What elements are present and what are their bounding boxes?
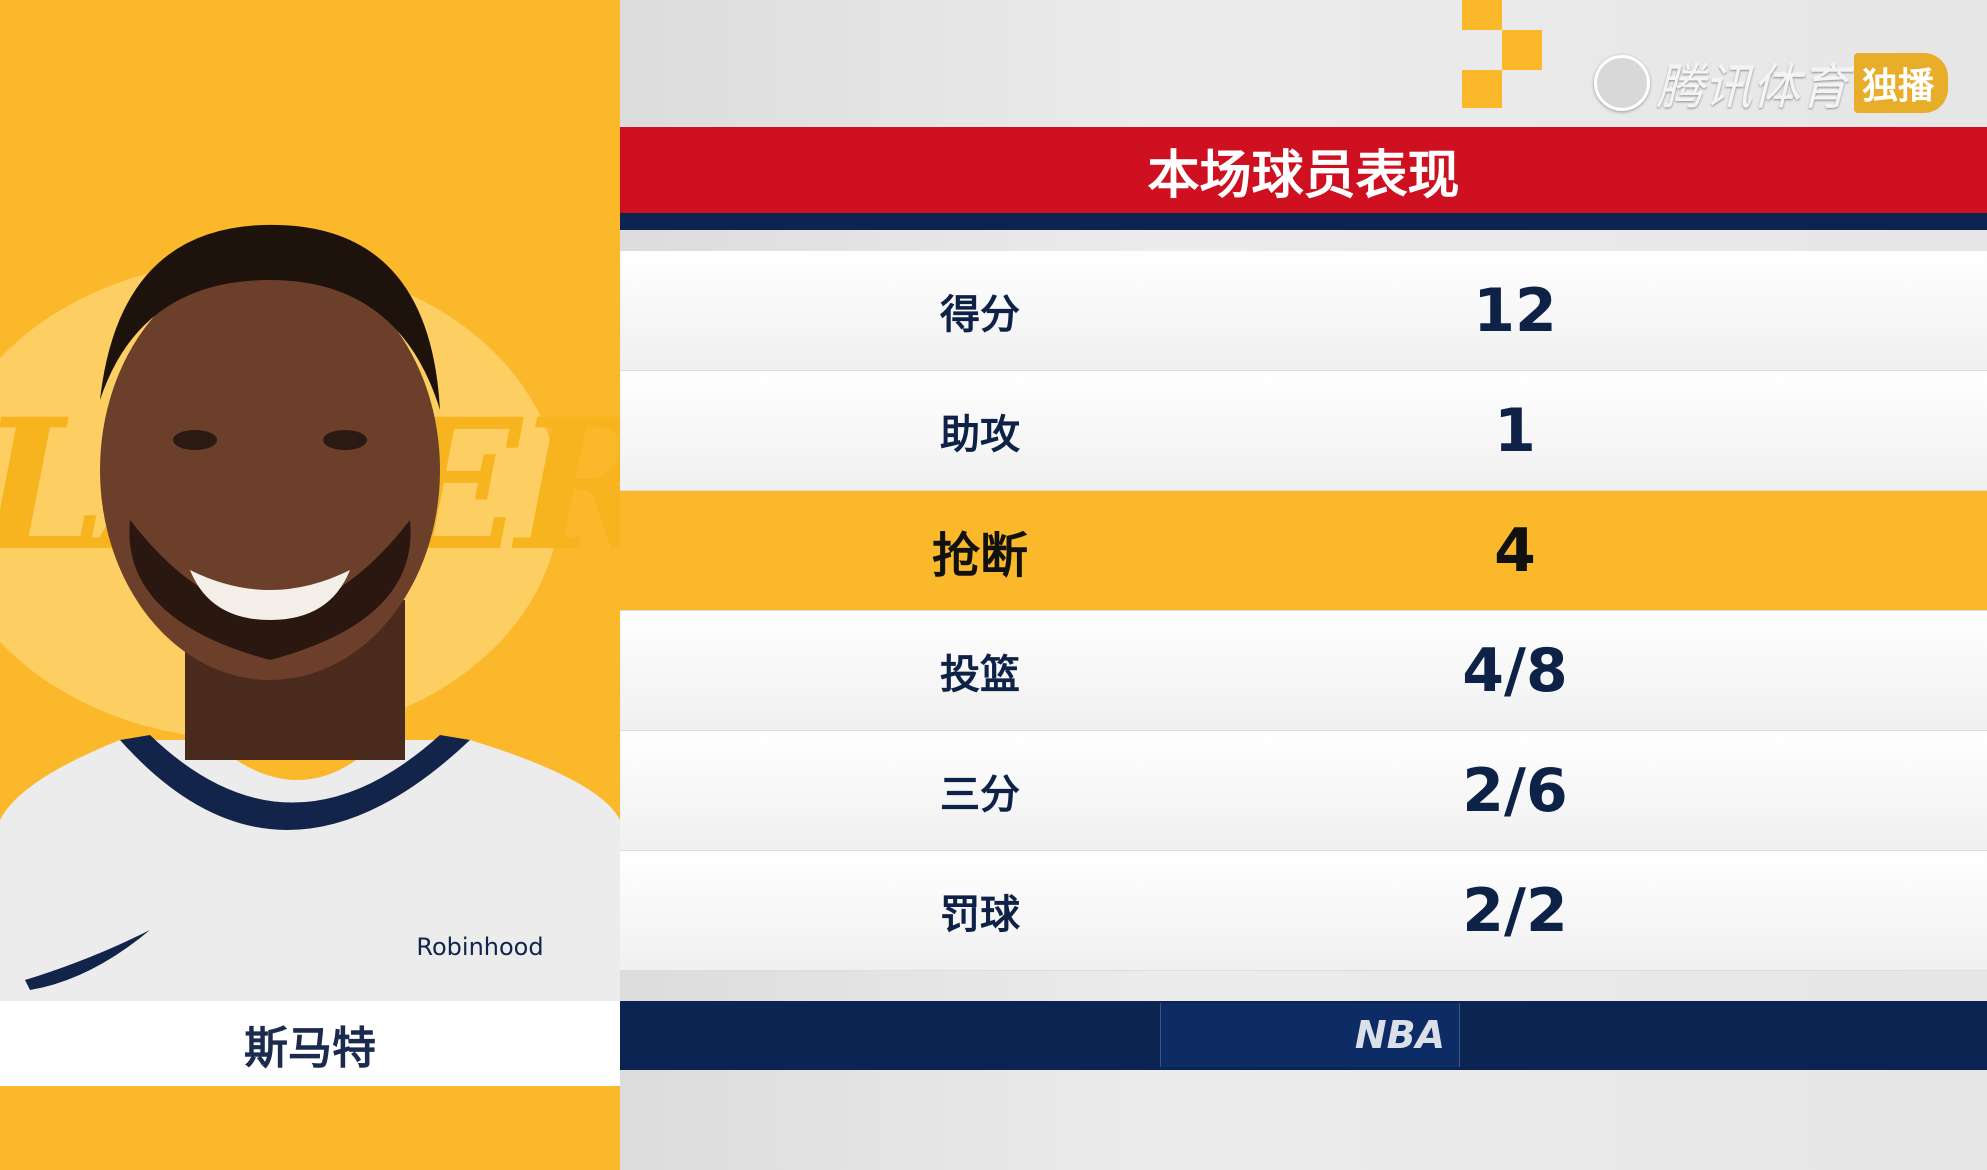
stat-value: 2/6	[1462, 755, 1568, 826]
stat-label: 投篮	[940, 651, 1020, 698]
header-stripe	[620, 213, 1987, 230]
footer-bar: NBA	[620, 1001, 1987, 1070]
stat-row: 助攻 1	[620, 371, 1987, 491]
decor-square	[1462, 70, 1502, 108]
stat-value: 12	[1473, 275, 1557, 346]
stats-table: 得分 12 助攻 1 抢断 4 投篮 4/8 三分 2/6 罚球 2/2	[620, 251, 1987, 971]
exclusive-badge: 独播	[1854, 53, 1949, 113]
sponsor-box: NBA	[1160, 1003, 1460, 1067]
stat-value: 1	[1494, 395, 1536, 466]
stat-row: 罚球 2/2	[620, 851, 1987, 971]
soccer-ball-icon	[1594, 55, 1650, 111]
sponsor-text: Robinhood	[416, 933, 543, 961]
stat-label: 罚球	[940, 891, 1020, 938]
decor-square	[1462, 0, 1502, 30]
stat-value: 4/8	[1462, 635, 1568, 706]
decor-square	[1502, 30, 1542, 70]
player-name: 斯马特	[0, 1001, 620, 1086]
nba-logo: NBA	[1354, 1013, 1445, 1057]
broadcaster-logo: 腾讯体育 独播	[1594, 48, 1949, 118]
stat-value: 4	[1494, 515, 1536, 586]
brand-name: 腾讯体育	[1656, 60, 1849, 116]
stat-label: 助攻	[940, 411, 1020, 458]
stat-label: 抢断	[931, 527, 1028, 584]
stat-row: 三分 2/6	[620, 731, 1987, 851]
stat-row: 得分 12	[620, 251, 1987, 371]
stat-label: 得分	[940, 291, 1020, 338]
panel-title: 本场球员表现	[620, 127, 1987, 213]
stat-row: 抢断 4	[620, 491, 1987, 611]
stat-row: 投篮 4/8	[620, 611, 1987, 731]
stat-value: 2/2	[1462, 875, 1568, 946]
player-panel: LAKERS Robinhood 斯马特	[0, 0, 620, 1170]
player-photo: Robinhood	[0, 224, 620, 1001]
stat-label: 三分	[940, 771, 1020, 818]
